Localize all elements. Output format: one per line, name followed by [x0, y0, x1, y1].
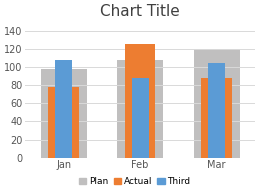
Bar — [208, 63, 225, 158]
Bar — [117, 60, 163, 158]
Legend: Plan, Actual, Third: Plan, Actual, Third — [75, 173, 194, 190]
Bar — [55, 60, 72, 158]
Title: Chart Title: Chart Title — [100, 4, 180, 19]
Bar — [125, 44, 155, 158]
Bar — [41, 69, 87, 158]
Bar — [48, 87, 79, 158]
Bar — [194, 49, 240, 158]
Bar — [201, 78, 232, 158]
Bar — [132, 78, 149, 158]
